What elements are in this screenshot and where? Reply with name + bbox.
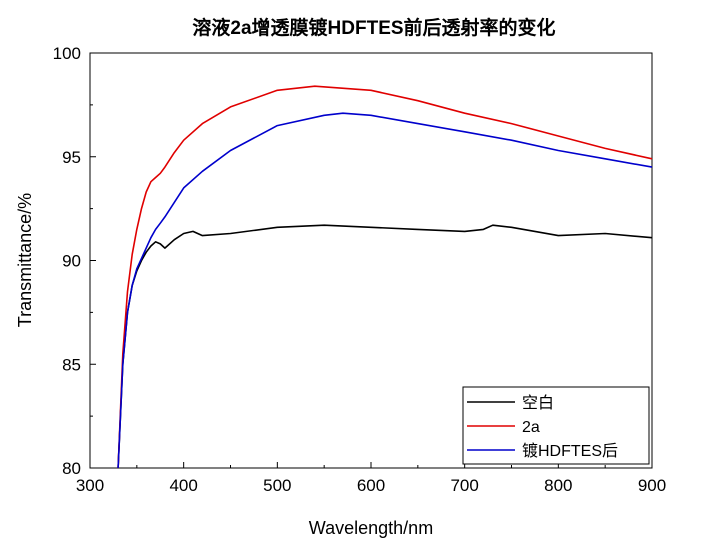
x-tick-label: 300 — [76, 476, 104, 495]
y-axis-label: Transmittance/% — [15, 193, 35, 327]
y-tick-label: 95 — [62, 148, 81, 167]
x-tick-label: 400 — [169, 476, 197, 495]
x-tick-label: 500 — [263, 476, 291, 495]
series-line-blank — [117, 224, 653, 469]
x-axis-label: Wavelength/nm — [309, 518, 433, 538]
x-tick-label: 800 — [544, 476, 572, 495]
legend-label-blank: 空白 — [522, 394, 554, 412]
chart-title: 溶液2a增透膜镀HDFTES前后透射率的变化 — [192, 16, 555, 39]
x-tick-label: 700 — [450, 476, 478, 495]
x-tick-label: 900 — [638, 476, 666, 495]
y-tick-label: 85 — [62, 355, 81, 374]
series-line-2a — [117, 85, 653, 469]
y-axis: 80 85 90 95 100 — [53, 44, 96, 478]
x-axis: 300 400 500 600 700 800 900 — [76, 462, 666, 495]
series-layer — [117, 85, 653, 469]
legend-label-2a: 2a — [522, 419, 540, 436]
y-tick-label: 100 — [53, 44, 81, 63]
y-tick-label: 80 — [62, 459, 81, 478]
series-line-hdftes — [117, 112, 653, 469]
y-tick-label: 90 — [62, 252, 81, 271]
legend-label-hdftes: 镀HDFTES后 — [522, 442, 618, 460]
legend: 空白 2a 镀HDFTES后 — [462, 386, 650, 465]
x-tick-label: 600 — [357, 476, 385, 495]
